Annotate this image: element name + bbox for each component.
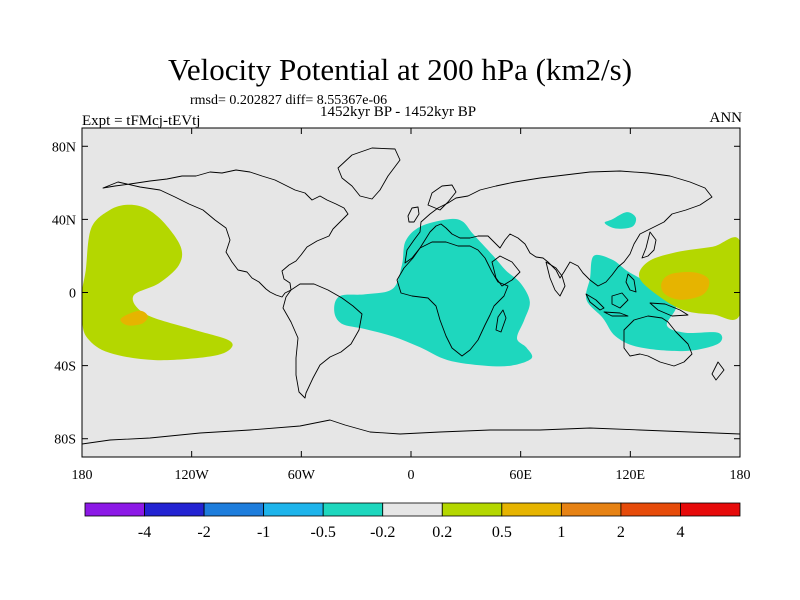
coast-australia — [623, 315, 693, 367]
region-west-pacific-core — [661, 272, 710, 300]
chart-title: Velocity Potential at 200 hPa (km2/s) — [167, 52, 633, 87]
region-south-pacific-core — [120, 310, 148, 326]
colorbar-swatch — [203, 502, 265, 517]
colorbar-label: -2 — [197, 524, 210, 541]
colorbar-label: -4 — [138, 524, 151, 541]
lat-tick-label: 40N — [52, 213, 76, 228]
lon-tick-label: 60E — [509, 468, 532, 483]
coast-japan — [641, 231, 657, 259]
coast-arabia — [491, 255, 521, 287]
lon-tick-label: 120E — [616, 468, 646, 483]
coast-south-america — [282, 283, 363, 399]
colorbar-swatch — [620, 502, 681, 517]
experiment-label: Expt = tFMcj-tEVtj — [82, 113, 201, 129]
coast-antarctica — [82, 419, 740, 445]
colorbar-swatch — [501, 502, 562, 517]
colorbar-swatch — [84, 502, 145, 517]
colorbar-swatch — [322, 502, 384, 517]
lon-tick-label: 180 — [72, 468, 93, 483]
lat-tick-label: 0 — [69, 287, 76, 302]
colorbar-swatch — [680, 502, 741, 517]
coast-java — [603, 311, 629, 317]
coast-eurasia — [404, 170, 713, 287]
region-east-asia-negative — [604, 212, 637, 229]
colorbar-label: -0.2 — [370, 524, 395, 541]
coast-new-zealand — [711, 361, 725, 381]
period-label: 1452kyr BP - 1452kyr BP — [320, 104, 477, 120]
colorbar-label: 1 — [557, 524, 565, 541]
lon-tick-label: 0 — [408, 468, 415, 483]
coast-north-america — [102, 169, 349, 298]
colorbar-label: 0.5 — [492, 524, 512, 541]
coast-greenland — [337, 147, 401, 200]
lat-tick-label: 40S — [54, 360, 76, 375]
colorbar-swatch — [382, 502, 443, 517]
coast-sumatra — [585, 293, 605, 311]
lat-tick-label: 80S — [54, 433, 76, 448]
colorbar-label: -0.5 — [311, 524, 336, 541]
colorbar-swatch — [560, 502, 622, 517]
coast-scandinavia — [427, 184, 457, 211]
colorbar-swatch — [144, 502, 205, 517]
region-central-pacific-positive — [82, 204, 233, 361]
season-label: ANN — [709, 110, 743, 126]
colorbar-label: -1 — [257, 524, 270, 541]
lon-tick-label: 60W — [288, 468, 316, 483]
colorbar-label: 2 — [617, 524, 625, 541]
coast-philippines — [625, 273, 637, 293]
stats-text: rmsd= 0.202827 diff= 8.55367e-06 — [190, 93, 388, 108]
lon-tick-label: 180 — [730, 468, 751, 483]
coast-india — [545, 261, 566, 297]
axis-ticks: 180 120W 60W 0 60E 120E 180 80N 40N 0 40S 80S — [52, 128, 751, 483]
coastlines — [82, 147, 740, 445]
colorbar-label: 0.2 — [432, 524, 452, 541]
lat-tick-label: 80N — [52, 140, 76, 155]
coast-new-guinea — [649, 302, 689, 317]
colorbar-swatch — [263, 502, 324, 517]
coast-borneo — [611, 292, 629, 309]
colorbar: -4 -2 -1 -0.5 -0.2 0.2 0.5 1 2 4 — [84, 502, 741, 541]
colorbar-label: 4 — [676, 524, 684, 541]
coast-africa — [396, 241, 509, 357]
coast-madagascar — [495, 309, 507, 333]
colorbar-swatch — [441, 502, 503, 517]
lon-tick-label: 120W — [175, 468, 210, 483]
coast-britain — [407, 206, 420, 223]
